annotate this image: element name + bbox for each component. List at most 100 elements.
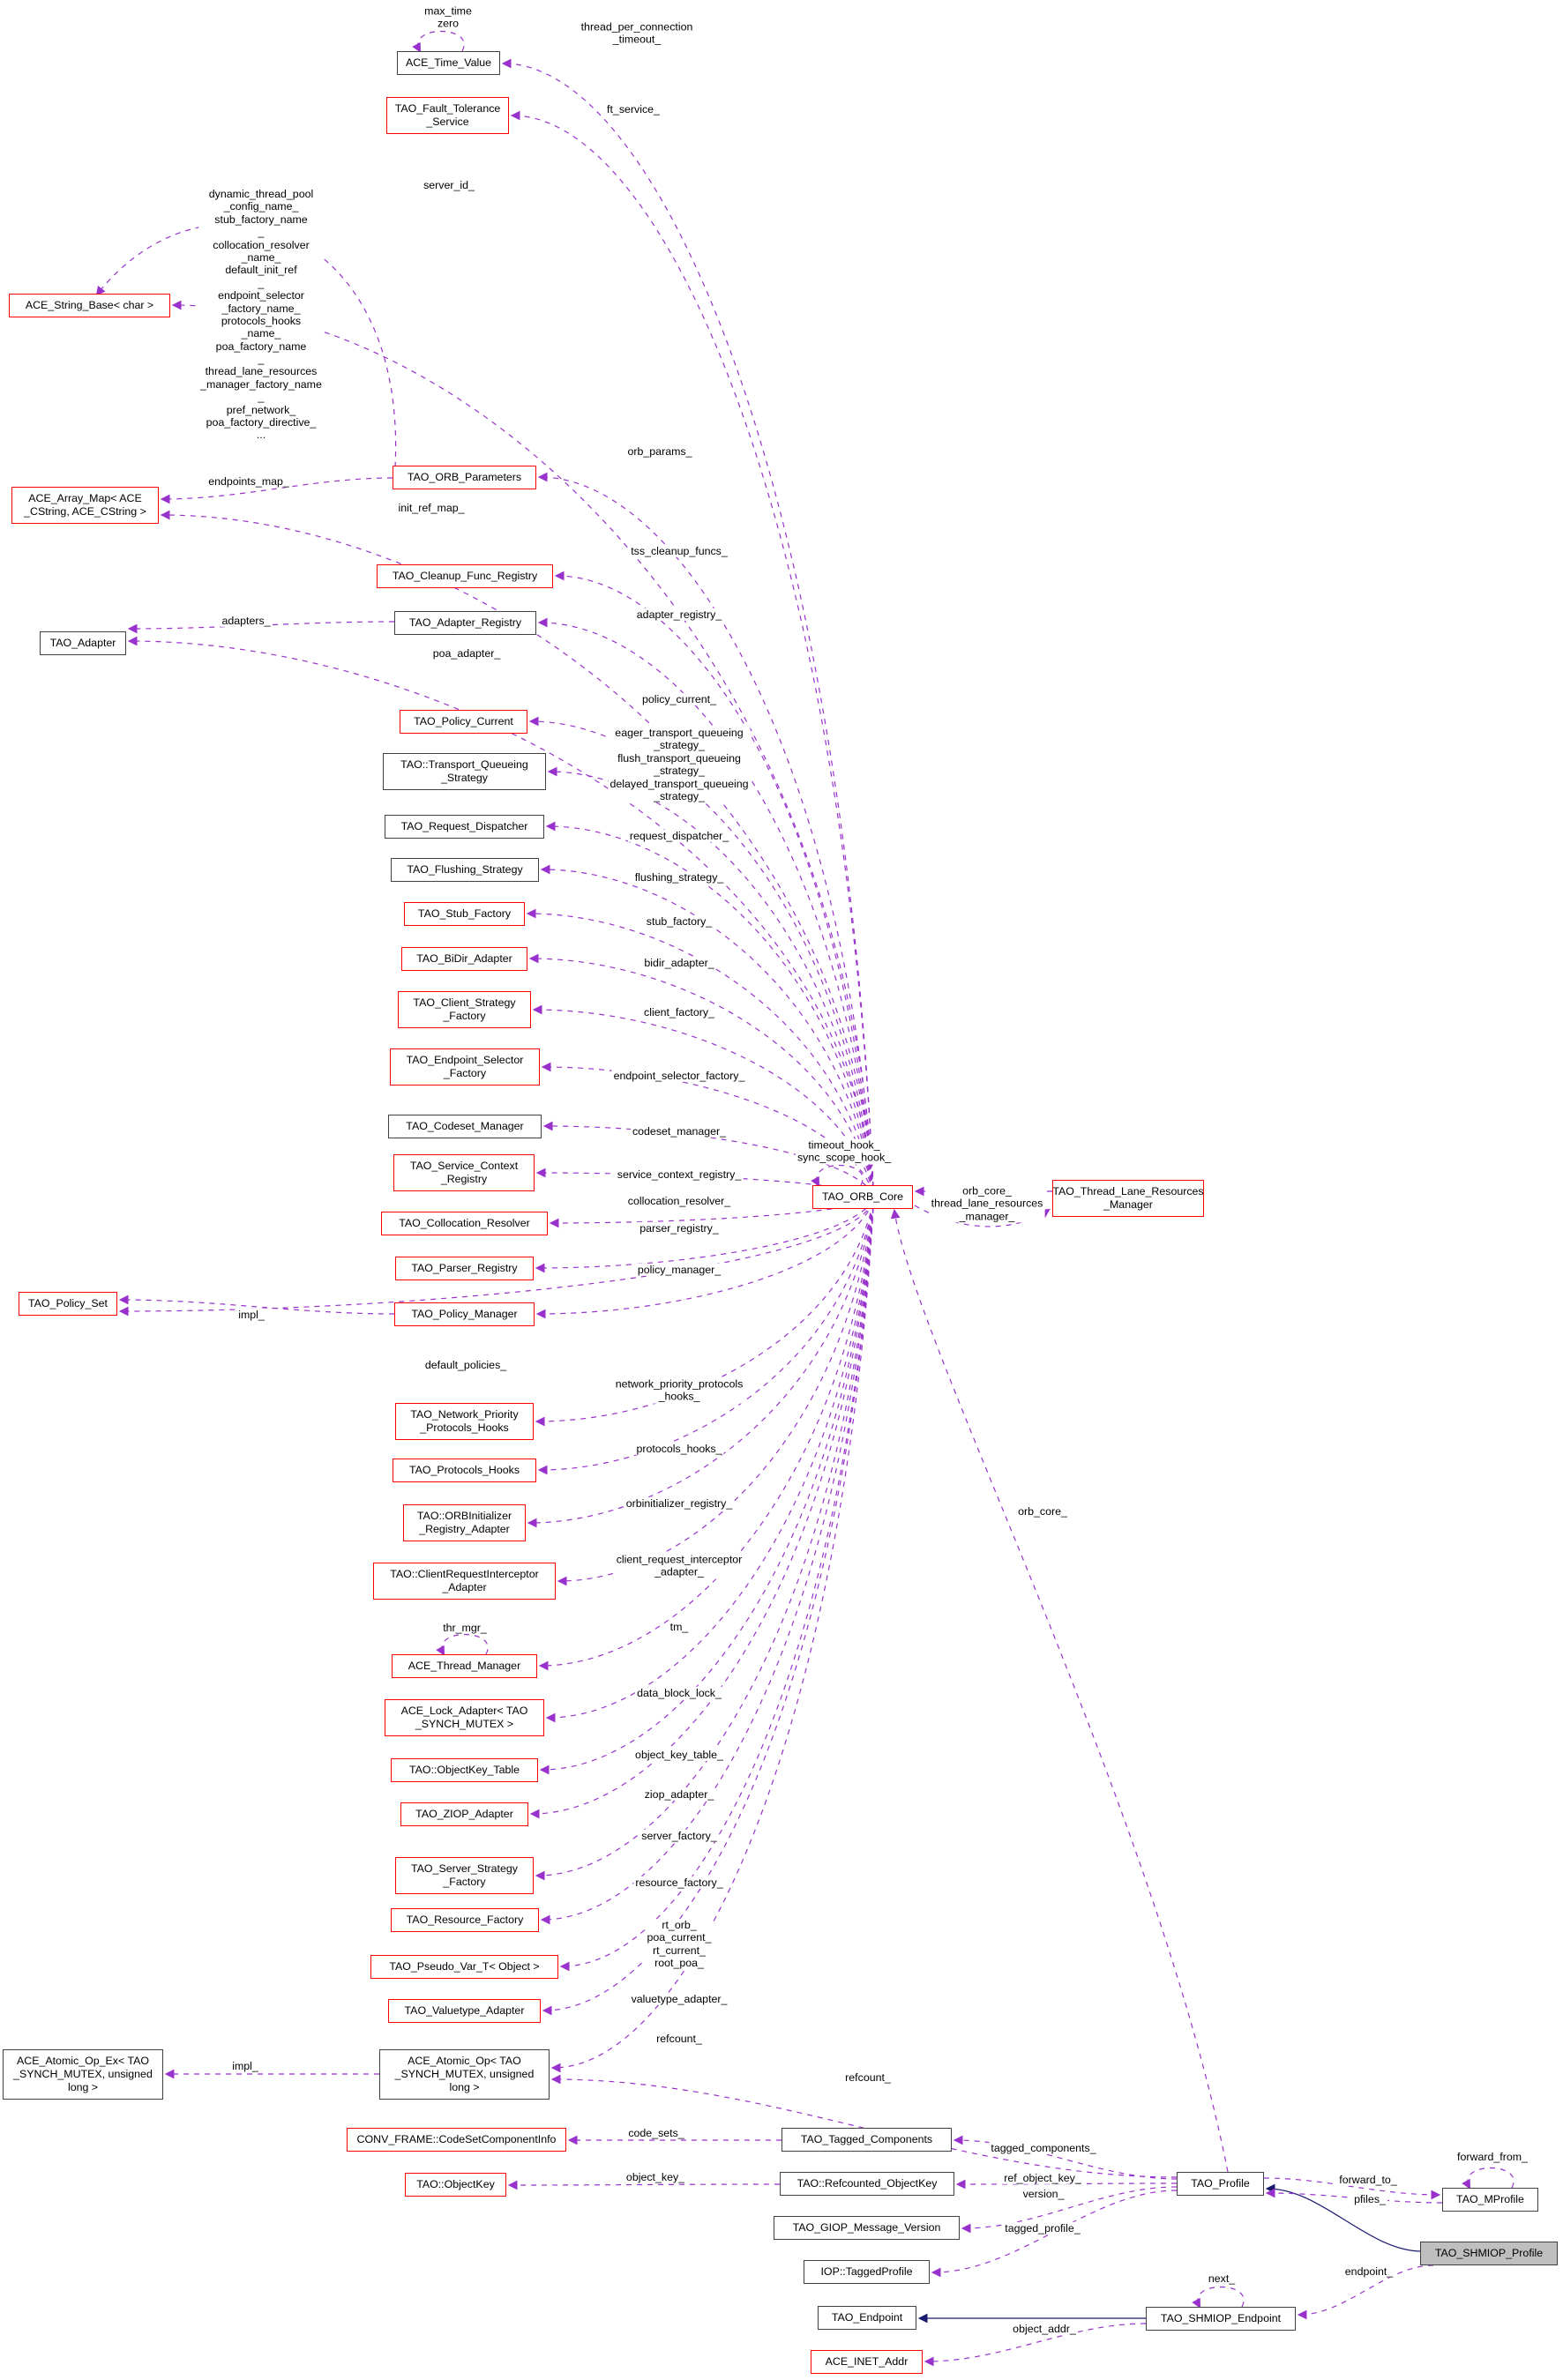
edge-label: collocation_resolver_ — [625, 1194, 733, 1208]
member-edge — [528, 953, 874, 1192]
member-edge — [545, 1205, 874, 1723]
edge-label: data_block_lock_ — [635, 1686, 723, 1700]
node-tao-adapter: TAO_Adapter — [40, 631, 126, 655]
edge-label: valuetype_adapter_ — [629, 1992, 729, 2006]
edge-label: endpoints_map_ — [206, 474, 291, 489]
node-tao-server-strategy-factory[interactable]: TAO_Server_Strategy _Factory — [395, 1857, 534, 1894]
edge-label: eager_transport_queueing _strategy_ flus… — [608, 726, 751, 803]
node-tao-fault-tolerance-service[interactable]: TAO_Fault_Tolerance _Service — [386, 97, 509, 134]
node-conv-frame-codesetcomponentinfo[interactable]: CONV_FRAME::CodeSetComponentInfo — [347, 2128, 566, 2152]
node-tao-orb-parameters[interactable]: TAO_ORB_Parameters — [393, 466, 536, 489]
node-ace-thread-manager[interactable]: ACE_Thread_Manager — [392, 1654, 537, 1678]
member-edge — [412, 31, 465, 53]
node-tao-pseudo-var-t[interactable]: TAO_Pseudo_Var_T< Object > — [370, 1955, 558, 1979]
member-edge — [535, 1201, 874, 1319]
node-tao-objectkey[interactable]: TAO::ObjectKey — [405, 2173, 506, 2197]
edge-label: object_key_ — [624, 2170, 687, 2184]
inheritance-edge — [1265, 2183, 1423, 2252]
edge-label: ft_service_ — [605, 102, 662, 116]
edge-label: endpoint_selector_factory_ — [611, 1069, 747, 1083]
member-edge — [537, 472, 874, 1189]
member-edge — [532, 1004, 874, 1193]
node-tao-endpoint-selector-factory[interactable]: TAO_Endpoint_Selector _Factory — [390, 1048, 540, 1086]
node-ace-lock-adapter[interactable]: ACE_Lock_Adapter< TAO _SYNCH_MUTEX > — [385, 1699, 544, 1736]
node-tao-shmiop-profile: TAO_SHMIOP_Profile — [1420, 2242, 1558, 2265]
node-tao-policy-set[interactable]: TAO_Policy_Set — [19, 1292, 117, 1316]
node-tao-ziop-adapter[interactable]: TAO_ZIOP_Adapter — [400, 1802, 528, 1826]
member-edge — [127, 636, 874, 1190]
edge-label: adapter_registry_ — [634, 608, 724, 622]
member-edge — [554, 571, 874, 1190]
edge-label: client_request_interceptor _adapter_ — [614, 1553, 744, 1579]
node-tao-endpoint: TAO_Endpoint — [818, 2306, 916, 2330]
node-tao-protocols-hooks[interactable]: TAO_Protocols_Hooks — [393, 1459, 536, 1482]
edge-label: pfiles_ — [1352, 2192, 1387, 2206]
node-tao-network-priority-protocols-hooks[interactable]: TAO_Network_Priority _Protocols_Hooks — [395, 1403, 534, 1440]
node-ace-string-base[interactable]: ACE_String_Base< char > — [9, 294, 170, 317]
node-ace-inet-addr[interactable]: ACE_INET_Addr — [811, 2350, 923, 2374]
edge-label: dynamic_thread_pool _config_name_ stub_f… — [198, 188, 324, 442]
node-tao-stub-factory[interactable]: TAO_Stub_Factory — [404, 902, 525, 926]
edge-label: tagged_profile_ — [1003, 2221, 1082, 2235]
edge-label: default_policies_ — [423, 1358, 509, 1372]
member-edge — [550, 2074, 1178, 2178]
edge-label: orbinitializer_registry_ — [624, 1496, 735, 1511]
node-tao-thread-lane-resources-manager[interactable]: TAO_Thread_Lane_Resources _Manager — [1052, 1180, 1204, 1217]
member-edge — [542, 1206, 874, 2016]
node-tao-refcounted-objectkey: TAO::Refcounted_ObjectKey — [780, 2172, 954, 2196]
edge-label: server_id_ — [422, 178, 476, 192]
member-edge — [529, 1205, 874, 1819]
member-edge — [501, 58, 874, 1188]
node-tao-orbinitializer-registry-adapter[interactable]: TAO::ORBInitializer _Registry_Adapter — [403, 1504, 526, 1541]
member-edge — [890, 1208, 1229, 2173]
node-tao-parser-registry[interactable]: TAO_Parser_Registry — [395, 1257, 534, 1280]
member-edge — [527, 1203, 874, 1528]
node-tao-bidir-adapter[interactable]: TAO_BiDir_Adapter — [401, 947, 527, 971]
edge-label: tagged_components_ — [989, 2141, 1098, 2155]
member-edge — [549, 1198, 874, 1228]
edge-label: refcount_ — [654, 2032, 704, 2046]
edge-label: forward_from_ — [1455, 2150, 1529, 2164]
member-edge — [526, 908, 874, 1192]
node-tao-clientrequestinterceptor-adapter[interactable]: TAO::ClientRequestInterceptor _Adapter — [373, 1563, 556, 1600]
member-edge — [1263, 2177, 1441, 2200]
member-edge — [559, 1206, 874, 1972]
node-tao-cleanup-func-registry[interactable]: TAO_Cleanup_Func_Registry — [377, 564, 553, 588]
edge-label: codeset_manager_ — [630, 1124, 729, 1138]
edge-label: request_dispatcher_ — [627, 829, 731, 843]
node-tao-orb-core[interactable]: TAO_ORB_Core — [812, 1185, 913, 1209]
edge-label: flushing_strategy_ — [632, 870, 726, 884]
node-tao-policy-manager[interactable]: TAO_Policy_Manager — [394, 1302, 535, 1326]
edge-label: next_ — [1206, 2272, 1238, 2286]
edge-label: client_factory_ — [642, 1005, 716, 1019]
edge-label: resource_factory_ — [633, 1876, 725, 1890]
edge-label: orb_params_ — [625, 444, 694, 459]
edge-label: timeout_hook_ sync_scope_hook_ — [795, 1138, 894, 1165]
node-ace-time-value: ACE_Time_Value — [397, 51, 500, 75]
node-tao-valuetype-adapter[interactable]: TAO_Valuetype_Adapter — [388, 1999, 541, 2023]
edge-label: bidir_adapter_ — [642, 956, 716, 970]
member-edge — [118, 1294, 395, 1315]
edge-label: adapters_ — [220, 614, 273, 628]
edge-label: max_time zero — [423, 4, 474, 31]
node-ace-array-map[interactable]: ACE_Array_Map< ACE _CString, ACE_CString… — [11, 487, 159, 524]
edge-label: orb_core_ — [1016, 1504, 1069, 1518]
edge-label: tm_ — [668, 1620, 691, 1634]
node-tao-policy-current[interactable]: TAO_Policy_Current — [400, 710, 527, 734]
edge-label: orb_core_ thread_lane_resources _manager… — [929, 1184, 1045, 1223]
edge-label: object_key_table_ — [633, 1748, 725, 1762]
node-tao-service-context-registry[interactable]: TAO_Service_Context _Registry — [393, 1154, 535, 1191]
member-edge — [127, 621, 395, 634]
node-ace-atomic-op: ACE_Atomic_Op< TAO _SYNCH_MUTEX, unsigne… — [379, 2049, 550, 2100]
member-edge — [811, 1165, 864, 1187]
member-edge — [1462, 2167, 1514, 2190]
node-tao-resource-factory[interactable]: TAO_Resource_Factory — [391, 1908, 539, 1932]
edge-label: poa_adapter_ — [430, 646, 503, 660]
node-tao-transport-queueing-strategy: TAO::Transport_Queueing _Strategy — [383, 753, 546, 790]
edge-label: code_sets_ — [626, 2126, 686, 2140]
node-tao-client-strategy-factory[interactable]: TAO_Client_Strategy _Factory — [398, 991, 531, 1028]
node-tao-objectkey-table[interactable]: TAO::ObjectKey_Table — [391, 1758, 538, 1782]
node-tao-collocation-resolver[interactable]: TAO_Collocation_Resolver — [381, 1212, 548, 1235]
member-edge — [538, 1204, 874, 1671]
